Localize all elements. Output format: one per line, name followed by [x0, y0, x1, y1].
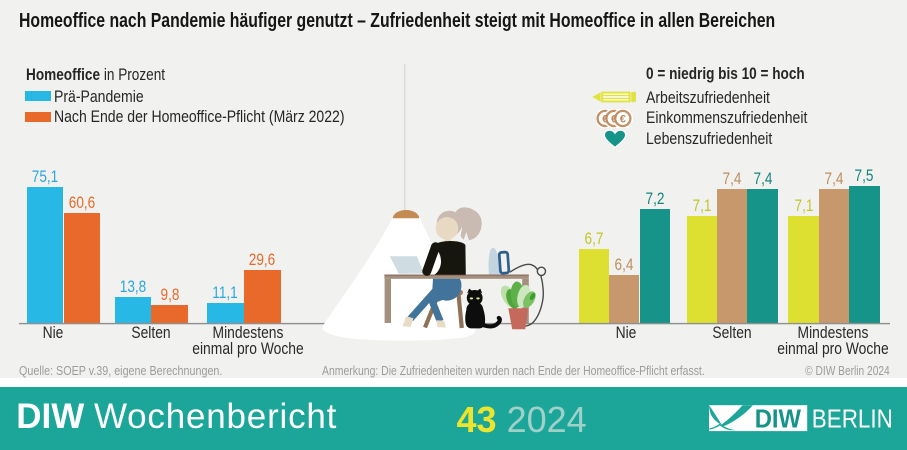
svg-text:€: €: [620, 113, 626, 125]
svg-text:BERLIN: BERLIN: [812, 406, 893, 434]
svg-text:€: €: [602, 113, 608, 125]
svg-text:€: €: [611, 113, 617, 125]
svg-text:DIW: DIW: [755, 406, 802, 434]
